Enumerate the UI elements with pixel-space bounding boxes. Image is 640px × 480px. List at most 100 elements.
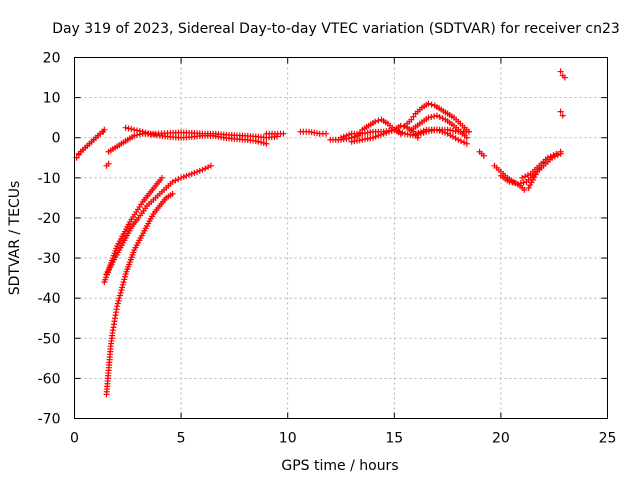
data-point [258, 139, 265, 146]
data-point [547, 153, 554, 160]
data-point [131, 132, 138, 139]
data-point [517, 180, 524, 187]
data-point [158, 174, 165, 181]
data-point [557, 148, 564, 155]
data-point [125, 125, 132, 132]
series-arc-rise-1 [101, 174, 165, 286]
data-point [142, 129, 149, 136]
data-point [417, 128, 424, 135]
y-tick-label: -50 [38, 331, 61, 347]
data-point [463, 140, 470, 147]
data-point [425, 114, 432, 121]
data-point [116, 292, 123, 299]
data-point [506, 178, 513, 185]
series-arc-flat-2 [122, 124, 270, 147]
data-point [97, 130, 104, 137]
data-point [205, 164, 212, 171]
data-point [178, 174, 185, 181]
data-point [134, 127, 141, 134]
data-point [136, 128, 143, 135]
data-point [455, 136, 462, 143]
data-point [369, 134, 376, 141]
series-arc-late-6 [557, 108, 566, 119]
series-arc-hump [401, 100, 472, 135]
data-point [260, 140, 267, 147]
data-point [544, 154, 551, 161]
data-point [345, 131, 352, 138]
data-point [431, 113, 438, 120]
x-tick-label: 15 [385, 431, 403, 447]
data-point [338, 134, 344, 141]
data-point [100, 128, 107, 135]
data-point [428, 113, 435, 120]
data-point [519, 174, 526, 181]
data-point [255, 138, 262, 145]
data-point [131, 126, 138, 133]
data-point [428, 101, 435, 108]
data-point [188, 170, 195, 177]
data-point [433, 112, 440, 119]
data-point [252, 137, 259, 144]
data-point [169, 178, 176, 185]
data-point [522, 173, 529, 180]
data-point [458, 138, 465, 145]
data-point [172, 177, 179, 184]
data-point [412, 130, 419, 137]
data-point [559, 112, 566, 119]
data-point [118, 287, 125, 294]
y-axis-label: SDTVAR / TECUs [7, 181, 23, 296]
data-point [175, 176, 182, 183]
data-point [436, 127, 443, 134]
data-point [145, 130, 152, 137]
data-point [323, 130, 330, 137]
data-point [375, 117, 382, 124]
data-point [121, 276, 128, 283]
data-point [480, 152, 487, 159]
data-point [396, 128, 403, 135]
data-point [372, 118, 379, 125]
data-point [561, 74, 568, 81]
y-tick-label: 0 [52, 131, 61, 147]
data-point [385, 128, 392, 135]
data-point [393, 127, 400, 134]
series-arc-flat-1 [105, 129, 281, 155]
data-point [122, 124, 129, 131]
y-tick-label: -70 [38, 412, 61, 428]
series-arc-rise-3 [103, 190, 176, 398]
x-tick-label: 5 [177, 431, 186, 447]
data-point [199, 166, 206, 173]
y-tick-label: -10 [38, 171, 61, 187]
data-point [280, 130, 287, 137]
data-point [436, 113, 443, 120]
data-point [550, 152, 557, 159]
data-point [408, 116, 415, 123]
data-point [202, 165, 209, 172]
data-point [460, 139, 467, 146]
plot-frame [74, 57, 608, 419]
data-point [557, 68, 564, 75]
data-point [263, 140, 270, 147]
data-point [117, 289, 124, 296]
data-point [400, 123, 407, 130]
data-point [116, 295, 123, 302]
x-tick-label: 0 [70, 431, 79, 447]
data-point [121, 273, 128, 280]
y-tick-label: -60 [38, 371, 61, 387]
data-point [420, 127, 427, 134]
y-tick-label: -20 [38, 211, 61, 227]
data-point [120, 279, 127, 286]
series-arc-flat-3 [263, 130, 287, 137]
x-tick-label: 25 [599, 431, 617, 447]
data-point [383, 129, 390, 136]
data-point [114, 303, 121, 310]
data-point [128, 126, 135, 133]
data-point [169, 190, 176, 197]
y-tick-label: -40 [38, 291, 61, 307]
x-tick-label: 20 [492, 431, 510, 447]
x-axis-label: GPS time / hours [281, 458, 398, 474]
series-arc-early-left-2 [75, 128, 107, 157]
axis-ticks: 0 5 10 15 20 25 -70 -60 -50 -40 -30 -20 -10 0 10 20 [38, 51, 617, 447]
data-point [439, 115, 446, 122]
data-point [557, 108, 564, 115]
